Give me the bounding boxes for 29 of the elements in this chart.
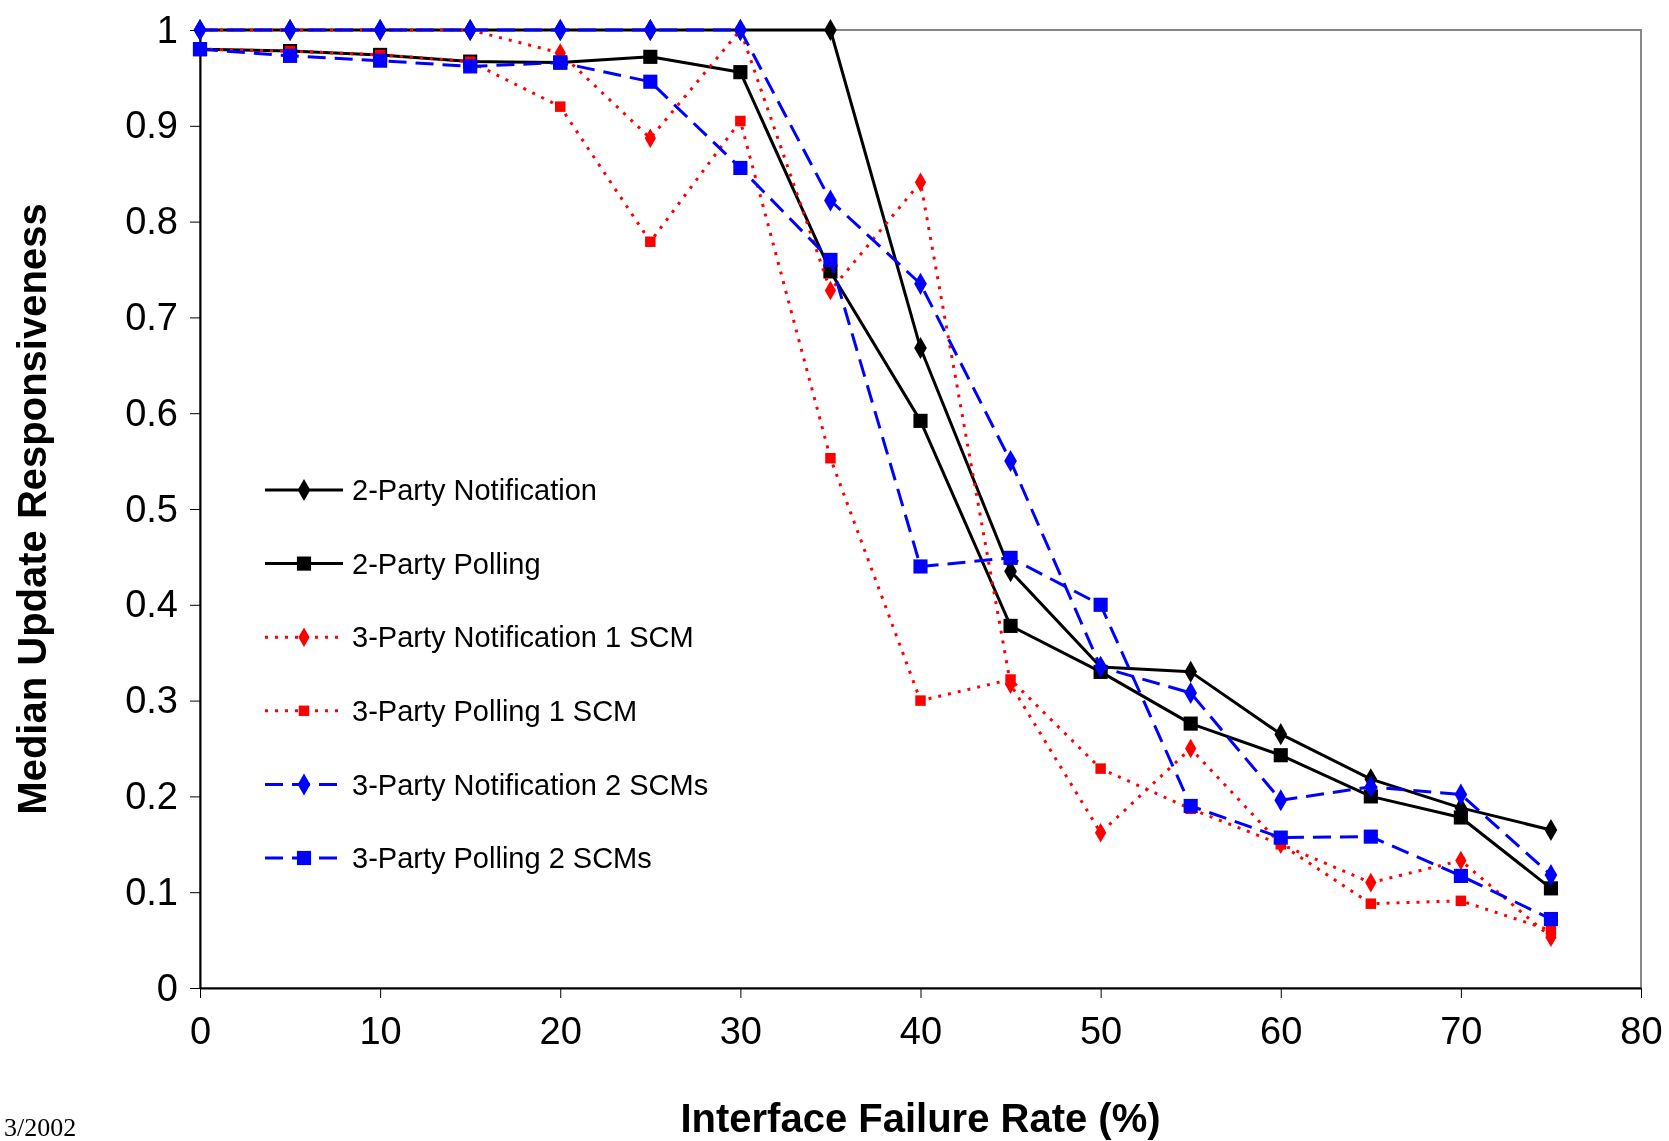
- x-tick-label: 60: [1260, 1010, 1303, 1053]
- y-tick-label: 0.1: [125, 870, 178, 913]
- x-tick-label: 80: [1620, 1010, 1663, 1053]
- x-tick-label: 50: [1079, 1010, 1123, 1053]
- y-tick-label: 0.5: [125, 487, 178, 530]
- x-tick-label: 30: [719, 1010, 763, 1053]
- x-tick-label: 0: [189, 1010, 212, 1053]
- y-tick-label: 0.4: [125, 583, 178, 626]
- y-tick-label: 0.2: [125, 775, 178, 818]
- y-tick-label: 0.6: [125, 391, 178, 434]
- y-tick-label: 0.8: [125, 200, 178, 243]
- legend-label: 3-Party Polling 2 SCMs: [352, 842, 652, 875]
- y-tick-label: 0.3: [125, 679, 178, 722]
- x-tick-label: 20: [539, 1010, 582, 1053]
- legend-label: 2-Party Polling: [352, 547, 541, 580]
- legend-label: 3-Party Notification 1 SCM: [352, 621, 694, 654]
- y-axis-title: Median Update Responsiveness: [10, 203, 54, 815]
- text: 3/2002: [4, 1113, 77, 1141]
- x-tick-label: 40: [899, 1010, 943, 1053]
- x-axis-title: Interface Failure Rate (%): [680, 1096, 1161, 1140]
- y-tick-label: 0: [156, 966, 178, 1009]
- x-tick-label: 70: [1440, 1010, 1483, 1053]
- x-tick-label: 10: [359, 1010, 402, 1053]
- y-tick-label: 0.7: [125, 296, 178, 339]
- legend-label: 3-Party Polling 1 SCM: [352, 694, 638, 727]
- y-tick-label: 0.9: [125, 104, 178, 147]
- y-tick-label: 1: [156, 8, 178, 51]
- legend-label: 3-Party Notification 2 SCMs: [352, 768, 709, 801]
- legend-label: 2-Party Notification: [352, 474, 597, 507]
